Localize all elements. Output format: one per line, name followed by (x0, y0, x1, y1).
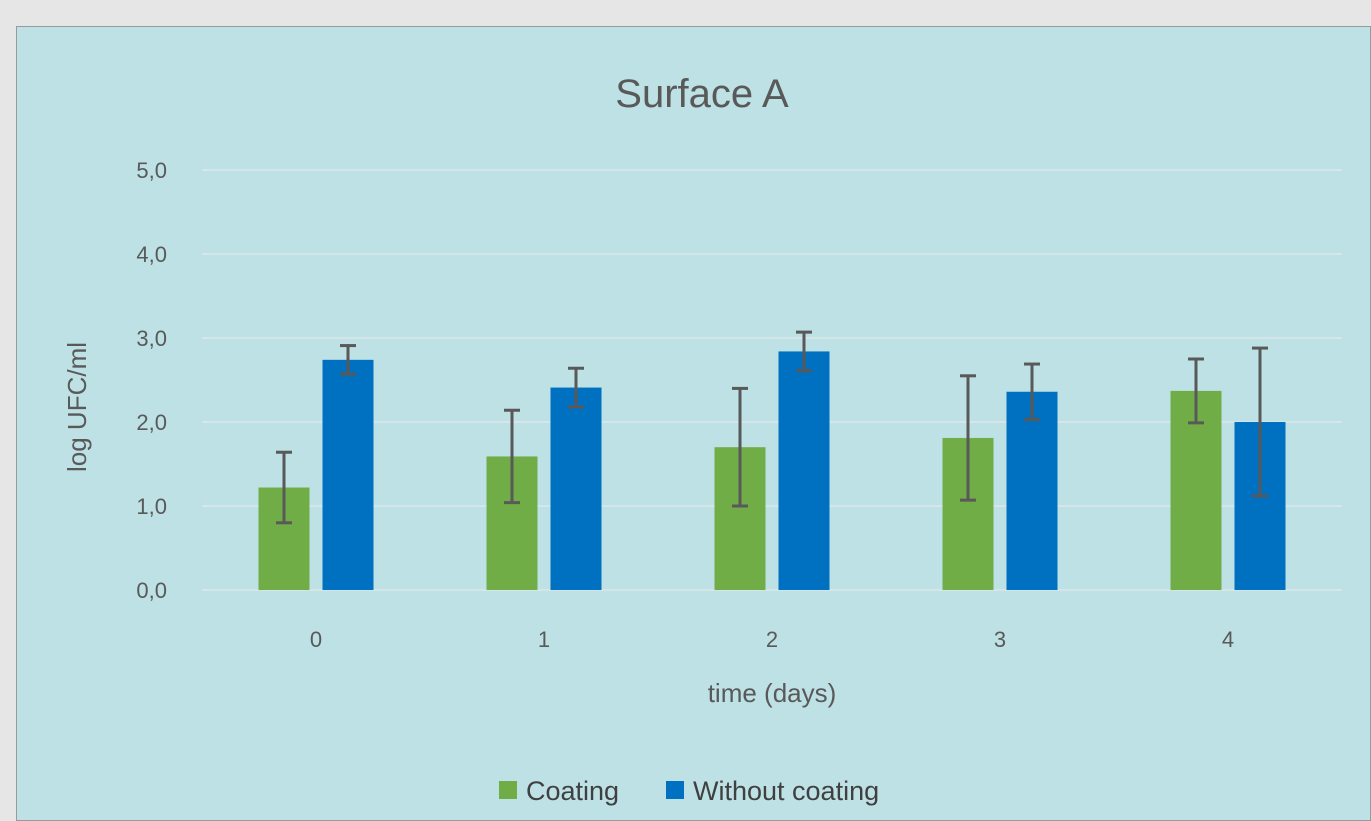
bar-without-coating (1006, 391, 1058, 590)
x-tick-label: 4 (1222, 627, 1234, 652)
y-axis-ticks: 0,0 1,0 2,0 3,0 4,0 5,0 (136, 158, 167, 603)
bar-without-coating (322, 359, 374, 590)
legend-label: Without coating (693, 776, 879, 806)
y-tick-label: 0,0 (136, 578, 167, 603)
x-tick-label: 2 (766, 627, 778, 652)
error-bars (276, 330, 1268, 525)
x-tick-label: 0 (310, 627, 322, 652)
x-axis-ticks: 0 1 2 3 4 (310, 627, 1234, 652)
bar-without-coating (778, 351, 830, 590)
y-tick-label: 2,0 (136, 410, 167, 435)
y-tick-label: 1,0 (136, 494, 167, 519)
y-tick-label: 4,0 (136, 242, 167, 267)
y-tick-label: 5,0 (136, 158, 167, 183)
legend: Coating Without coating (499, 776, 879, 806)
gridlines (202, 169, 1342, 591)
y-axis-title: log UFC/ml (62, 342, 92, 472)
chart-area: Surface A 0,0 1,0 2,0 3,0 4,0 5,0 0 1 2 3 4 log U… (16, 26, 1371, 821)
bars (258, 351, 1286, 590)
x-tick-label: 1 (538, 627, 550, 652)
legend-swatch (499, 781, 517, 799)
y-tick-label: 3,0 (136, 326, 167, 351)
legend-label: Coating (526, 776, 619, 806)
legend-swatch (666, 781, 684, 799)
chart-title: Surface A (615, 72, 789, 116)
bar-chart: Surface A 0,0 1,0 2,0 3,0 4,0 5,0 0 1 2 3 4 log U… (62, 72, 1342, 806)
bar-without-coating (550, 387, 602, 590)
x-tick-label: 3 (994, 627, 1006, 652)
x-axis-title: time (days) (708, 678, 837, 708)
